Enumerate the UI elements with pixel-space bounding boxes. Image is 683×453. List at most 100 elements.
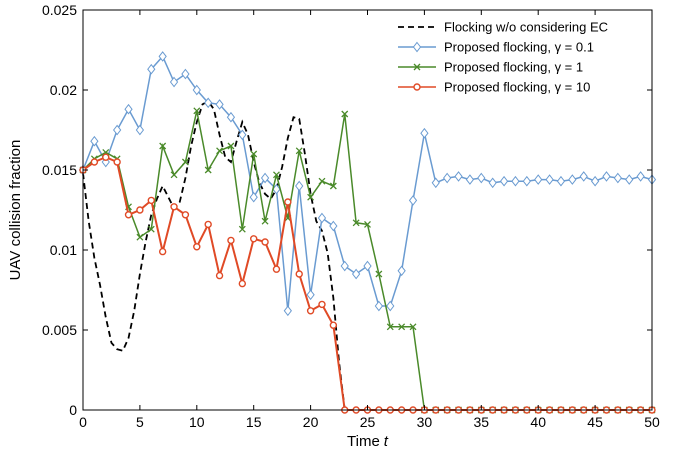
circle-marker xyxy=(102,153,110,161)
diamond-marker xyxy=(386,300,395,312)
x-marker xyxy=(238,225,246,233)
diamond-marker xyxy=(204,97,213,109)
circle-marker xyxy=(413,83,421,91)
series-1 xyxy=(78,51,657,317)
diamond-marker xyxy=(556,175,566,187)
ticks-layer: 0 5 10 15 20 25 30 35 40 45 50 0 0.005 0.01 0.015 0.02 0… xyxy=(42,2,660,430)
circle-marker xyxy=(227,236,235,245)
diamond-marker xyxy=(306,289,315,301)
series-line xyxy=(82,55,653,311)
circle-marker xyxy=(90,158,99,166)
series-layer xyxy=(78,51,657,414)
diamond-marker xyxy=(340,260,349,272)
x-marker xyxy=(364,220,371,228)
x-marker xyxy=(386,323,394,331)
x-tick-label: 35 xyxy=(474,414,490,430)
y-tick-label: 0 xyxy=(69,402,77,418)
x-tick-label: 50 xyxy=(644,414,660,430)
diamond-marker xyxy=(124,103,133,115)
x-marker xyxy=(273,171,280,179)
circle-marker xyxy=(147,196,155,205)
circle-marker xyxy=(170,203,178,211)
diamond-marker xyxy=(147,63,156,75)
diamond-marker xyxy=(351,268,361,280)
x-marker xyxy=(193,107,201,115)
diamond-marker xyxy=(249,191,258,203)
y-tick-label: 0.015 xyxy=(42,162,77,178)
diamond-marker xyxy=(169,76,179,88)
circle-marker xyxy=(295,270,303,278)
x-marker xyxy=(352,219,360,227)
x-marker xyxy=(318,177,326,185)
circle-marker xyxy=(261,238,269,246)
x-tick-label: 25 xyxy=(360,414,376,430)
circle-marker xyxy=(306,307,315,315)
x-marker xyxy=(295,147,303,155)
diamond-marker xyxy=(181,68,190,80)
series-line xyxy=(82,110,652,411)
circle-marker xyxy=(318,300,326,309)
diamond-marker xyxy=(260,172,270,184)
x-axis-label-text: Time xyxy=(347,433,380,450)
diamond-marker xyxy=(534,174,543,185)
x-marker xyxy=(341,110,349,118)
x-tick-label: 10 xyxy=(189,414,205,430)
circle-marker xyxy=(193,243,201,251)
legend-entry-label: Proposed flocking, γ = 1 xyxy=(444,60,583,75)
y-axis-label: UAV collision fraction xyxy=(7,140,24,281)
diamond-marker xyxy=(90,135,99,147)
circle-marker xyxy=(284,198,292,206)
diamond-marker xyxy=(420,127,429,139)
diamond-marker xyxy=(545,174,554,185)
circle-marker xyxy=(204,220,212,229)
diamond-marker xyxy=(568,174,577,185)
diamond-marker xyxy=(272,183,281,195)
legend-entry-label: Flocking w/o considering EC xyxy=(444,20,608,35)
circle-marker xyxy=(158,247,167,256)
diamond-marker xyxy=(363,260,372,272)
diamond-marker xyxy=(295,180,304,192)
diamond-marker xyxy=(283,305,292,317)
diamond-marker xyxy=(488,177,497,189)
diamond-marker xyxy=(408,195,418,206)
diamond-marker xyxy=(397,265,406,277)
x-marker xyxy=(375,270,383,278)
diamond-marker xyxy=(113,124,122,136)
x-marker xyxy=(227,142,235,150)
diamond-marker xyxy=(158,51,167,62)
x-marker xyxy=(261,217,269,225)
x-marker xyxy=(216,147,224,155)
diamond-marker xyxy=(579,171,588,182)
circle-marker xyxy=(181,211,190,219)
circle-marker xyxy=(249,235,258,243)
diamond-marker xyxy=(499,175,509,187)
diamond-marker xyxy=(192,84,201,96)
diamond-marker xyxy=(238,129,247,141)
diamond-marker xyxy=(590,175,600,187)
circle-marker xyxy=(272,265,281,273)
x-marker xyxy=(147,225,155,233)
series-2 xyxy=(79,107,656,414)
circle-marker xyxy=(215,271,224,280)
diamond-marker xyxy=(465,174,475,185)
x-marker xyxy=(250,150,258,158)
x-marker xyxy=(181,158,189,166)
series-line xyxy=(82,100,652,411)
diamond-marker xyxy=(226,111,236,123)
y-tick-label: 0.02 xyxy=(50,82,77,98)
diamond-marker xyxy=(329,220,338,232)
diamond-marker xyxy=(522,175,531,187)
x-tick-label: 30 xyxy=(417,414,433,430)
y-tick-label: 0.01 xyxy=(50,242,77,258)
y-tick-label: 0.005 xyxy=(42,322,77,338)
diamond-marker xyxy=(412,41,422,53)
diamond-marker xyxy=(613,172,622,184)
circle-marker xyxy=(124,211,133,219)
series-0 xyxy=(82,100,652,411)
circle-marker xyxy=(329,321,338,329)
series-line xyxy=(82,156,652,411)
legend-entry-label: Proposed flocking, γ = 0.1 xyxy=(444,40,594,55)
legend: Flocking w/o considering EC Proposed floc… xyxy=(398,20,608,95)
circle-marker xyxy=(238,279,247,288)
